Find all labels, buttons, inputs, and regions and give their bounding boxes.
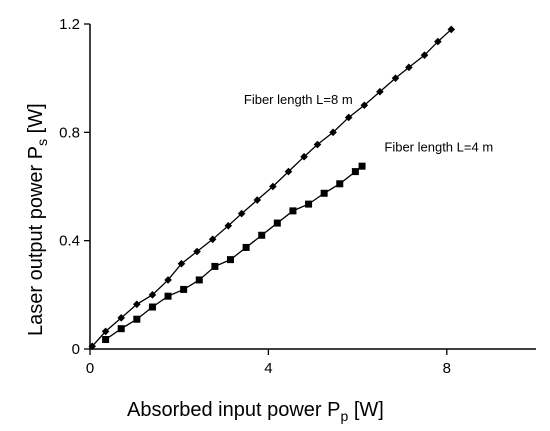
diamond-marker xyxy=(117,314,126,322)
y-tick-label: 0 xyxy=(72,341,80,358)
square-marker xyxy=(351,168,359,176)
square-marker xyxy=(273,219,281,227)
x-tick-label: 8 xyxy=(443,360,451,377)
x-axis-label: Absorbed input power Pp [W] xyxy=(127,399,384,424)
diamond-marker xyxy=(447,25,456,34)
square-marker xyxy=(258,231,266,239)
square-marker xyxy=(305,200,313,208)
square-marker xyxy=(211,262,219,270)
square-marker xyxy=(102,336,110,344)
diamond-marker xyxy=(300,152,308,161)
diamond-marker xyxy=(224,221,233,230)
series-annotation: Fiber length L=8 m xyxy=(244,92,353,107)
square-marker xyxy=(180,285,188,293)
y-axis-label: Laser output power Ps [W] xyxy=(25,103,50,336)
diamond-marker xyxy=(376,87,384,96)
diamond-marker xyxy=(101,327,110,336)
diamond-marker xyxy=(434,37,442,46)
diamond-marker xyxy=(193,247,201,256)
diamond-marker xyxy=(420,51,429,59)
diamond-marker xyxy=(208,235,217,244)
diamond-marker xyxy=(344,113,353,122)
square-marker xyxy=(358,162,366,170)
diamond-marker xyxy=(391,74,400,82)
series-layer xyxy=(88,25,456,351)
annotation-layer: Fiber length L=8 m Fiber length L=4 m xyxy=(244,92,493,154)
diamond-marker xyxy=(237,209,246,218)
diamond-marker xyxy=(88,342,97,351)
square-marker xyxy=(320,189,328,197)
square-marker xyxy=(164,292,172,300)
diamond-marker xyxy=(405,63,413,72)
diamond-marker xyxy=(148,291,157,299)
square-marker xyxy=(242,243,250,251)
square-marker xyxy=(148,303,156,311)
square-marker xyxy=(117,325,125,333)
diamond-marker xyxy=(164,276,172,284)
diamond-marker xyxy=(253,196,262,204)
series-1 xyxy=(88,25,456,351)
y-tick-label: 1.2 xyxy=(59,16,80,33)
diamond-marker xyxy=(133,300,141,309)
square-marker xyxy=(195,276,203,284)
series-2 xyxy=(102,162,366,344)
axes xyxy=(89,24,536,350)
diamond-marker xyxy=(329,128,337,137)
square-marker xyxy=(226,256,234,264)
x-tick-label: 4 xyxy=(264,360,272,377)
diamond-marker xyxy=(269,182,277,191)
diamond-marker xyxy=(313,140,322,149)
y-tick-label: 0.8 xyxy=(59,124,80,141)
square-marker xyxy=(289,207,297,215)
diamond-marker xyxy=(177,259,186,268)
x-tick-label: 0 xyxy=(86,360,94,377)
ticks: 0 0.4 0.8 1.2 0 4 8 xyxy=(59,16,451,377)
diamond-marker xyxy=(284,167,293,176)
square-marker xyxy=(336,180,344,188)
square-marker xyxy=(133,315,141,323)
y-tick-label: 0.4 xyxy=(59,233,80,250)
series-annotation: Fiber length L=4 m xyxy=(384,139,493,154)
diamond-marker xyxy=(360,101,369,110)
